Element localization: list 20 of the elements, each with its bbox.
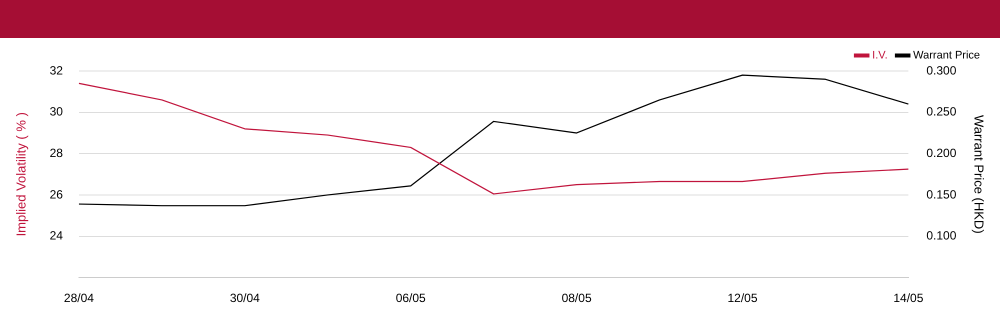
y-tick-label: 30 (50, 104, 64, 119)
legend-label: I.V. (872, 50, 888, 62)
x-tick-label: 08/05 (562, 291, 592, 306)
y-tick-label: 32 (50, 63, 64, 78)
y2-tick-label: 0.300 (926, 63, 957, 78)
x-tick-label: 30/04 (230, 291, 260, 306)
y2-tick-label: 0.250 (926, 104, 957, 119)
y2-axis-title: Warrant Price (HKD) (972, 114, 987, 234)
x-tick-label: 12/05 (727, 291, 758, 306)
y2-tick-label: 0.100 (926, 228, 957, 243)
y-tick-label: 24 (50, 228, 64, 243)
y2-tick-label: 0.150 (926, 187, 957, 202)
y-tick-label: 28 (50, 146, 64, 160)
y-axis-title: Implied Volatility ( % ) (13, 112, 28, 236)
x-tick-label: 14/05 (893, 291, 924, 306)
y2-tick-label: 0.200 (926, 146, 957, 160)
x-tick-label: 28/04 (64, 291, 94, 306)
x-tick-label: 06/05 (396, 291, 426, 306)
legend-label: Warrant Price (913, 50, 980, 62)
y-tick-label: 26 (50, 187, 64, 202)
